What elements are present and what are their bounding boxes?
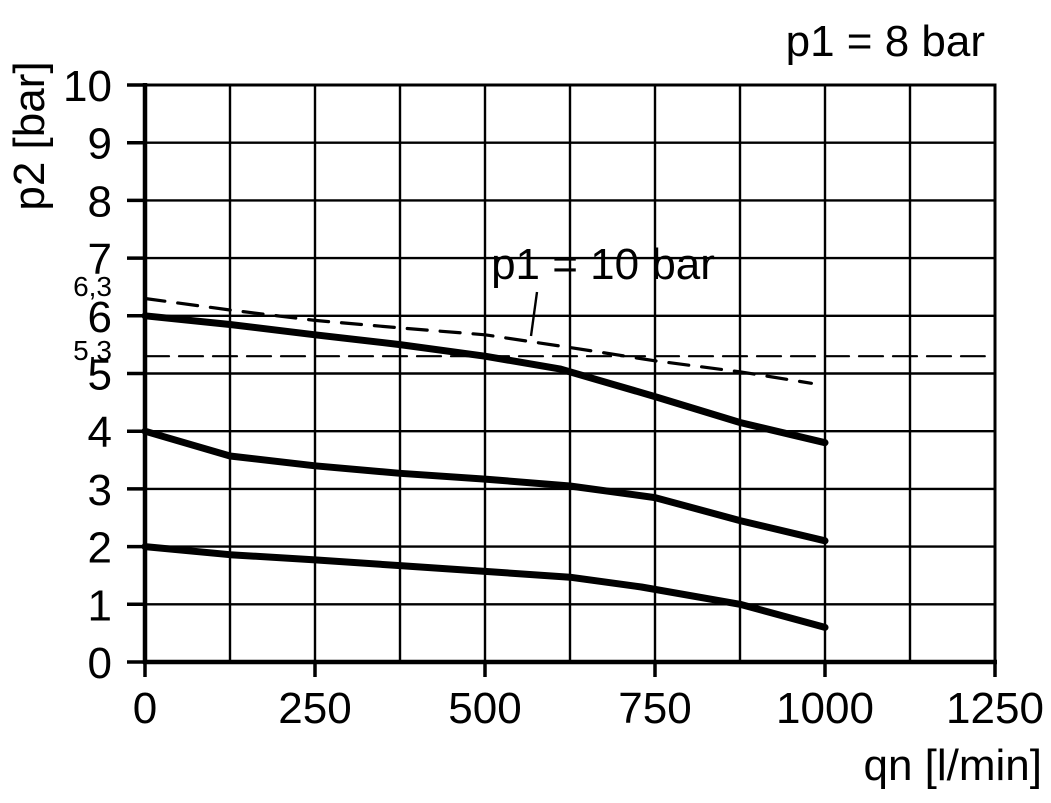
y-tick-label: 8	[88, 177, 112, 226]
y-value-label-5-3: 5,3	[73, 335, 112, 366]
x-axis-title: qn [l/min]	[863, 741, 1042, 790]
y-tick-label: 4	[88, 408, 112, 457]
y-tick-label: 5	[88, 351, 112, 400]
series-p1-8bar-curve-4bar-setting	[141, 427, 829, 545]
y-tick-label: 3	[88, 466, 112, 515]
y-value-label-6-3: 6,3	[73, 271, 112, 302]
x-tick-label: 1000	[776, 684, 874, 733]
y-tick-label: 9	[88, 120, 112, 169]
annotation-p1-8bar: p1 = 8 bar	[785, 17, 985, 66]
y-tick-label: 10	[63, 62, 112, 111]
x-tick-label: 0	[133, 684, 157, 733]
annotation-p1-10bar: p1 = 10 bar	[491, 240, 715, 289]
y-tick-label: 1	[88, 581, 112, 630]
series-p1-8bar-curve-2bar-setting	[141, 543, 829, 631]
series-p1-10bar-inlet-curve	[143, 296, 814, 385]
y-tick-label: 7	[88, 235, 112, 284]
series-p1-8bar-curve-6bar-setting	[141, 312, 829, 447]
x-tick-label: 1250	[946, 684, 1044, 733]
y-tick-label: 6	[88, 293, 112, 342]
annotation-leader-line	[529, 291, 539, 337]
y-tick-label: 2	[88, 524, 112, 573]
y-tick-label: 0	[88, 639, 112, 688]
y-axis-title: p2 [bar]	[5, 61, 54, 211]
x-tick-label: 750	[618, 684, 691, 733]
x-tick-label: 250	[278, 684, 351, 733]
x-tick-label: 500	[448, 684, 521, 733]
